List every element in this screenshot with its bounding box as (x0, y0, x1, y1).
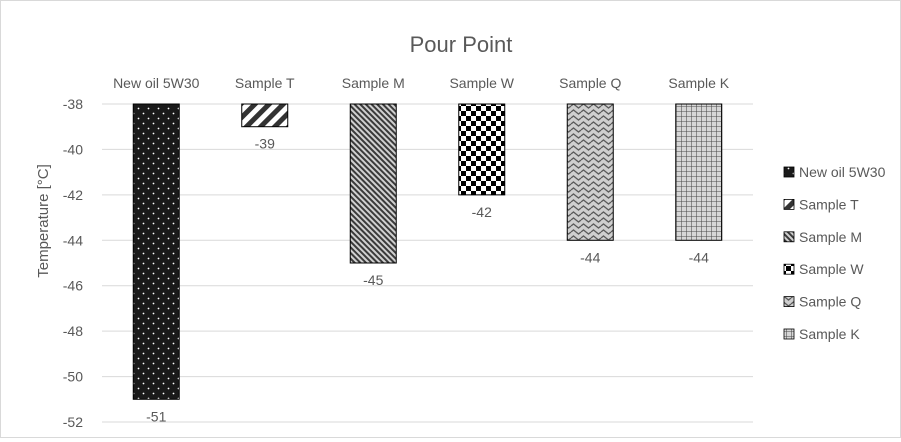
category-label: New oil 5W30 (113, 75, 200, 91)
data-label: -44 (580, 249, 600, 265)
data-label: -45 (363, 272, 383, 288)
chart-title: Pour Point (410, 32, 513, 57)
y-tick-label: -46 (63, 278, 83, 294)
legend-label: Sample W (799, 261, 864, 277)
data-label: -39 (255, 136, 275, 152)
y-tick-label: -40 (63, 141, 83, 157)
y-tick-label: -44 (63, 232, 83, 248)
legend-label: Sample Q (799, 294, 861, 310)
legend-item: Sample Q (783, 294, 861, 310)
legend-item: New oil 5W30 (783, 164, 886, 180)
bar-sample-k (675, 103, 723, 241)
category-label: Sample Q (559, 75, 621, 91)
legend-swatch (783, 263, 795, 275)
data-labels: -51 -39 -45 -42 -44 -44 (146, 136, 709, 425)
bar-sample-t (241, 103, 289, 128)
legend-swatch (783, 198, 795, 210)
bars (132, 103, 723, 400)
legend: New oil 5W30 Sample T Sample M Sample W Samp… (783, 164, 886, 342)
category-label: Sample K (668, 75, 729, 91)
category-label: Sample T (235, 75, 295, 91)
y-tick-label: -52 (63, 414, 83, 430)
bar-new-oil-5w30 (132, 103, 180, 400)
data-label: -44 (689, 249, 709, 265)
bar-sample-m (349, 103, 397, 264)
legend-label: Sample K (799, 326, 860, 342)
legend-label: Sample M (799, 229, 862, 245)
legend-label: Sample T (799, 196, 859, 212)
category-label: Sample M (342, 75, 405, 91)
y-tick-label: -50 (63, 369, 83, 385)
category-label: Sample W (449, 75, 514, 91)
y-tick-label: -42 (63, 187, 83, 203)
legend-swatch (783, 328, 795, 340)
gridlines (102, 103, 753, 423)
category-labels: New oil 5W30 Sample T Sample M Sample W Samp… (113, 75, 730, 91)
legend-item: Sample M (783, 229, 862, 245)
legend-swatch (783, 296, 795, 308)
y-axis-ticks: -38 -40 -42 -44 -46 -48 -50 -52 (63, 96, 83, 430)
legend-item: Sample T (783, 196, 859, 212)
legend-item: Sample K (783, 326, 860, 342)
legend-swatch (783, 231, 795, 243)
legend-swatch (783, 166, 795, 178)
data-label: -42 (472, 204, 492, 220)
bar-sample-w (458, 103, 506, 196)
legend-item: Sample W (783, 261, 864, 277)
y-tick-label: -48 (63, 323, 83, 339)
y-tick-label: -38 (63, 96, 83, 112)
legend-label: New oil 5W30 (799, 164, 886, 180)
bar-sample-q (566, 103, 614, 241)
data-label: -51 (146, 408, 166, 424)
y-axis-label: Temperature [°C] (35, 164, 52, 278)
